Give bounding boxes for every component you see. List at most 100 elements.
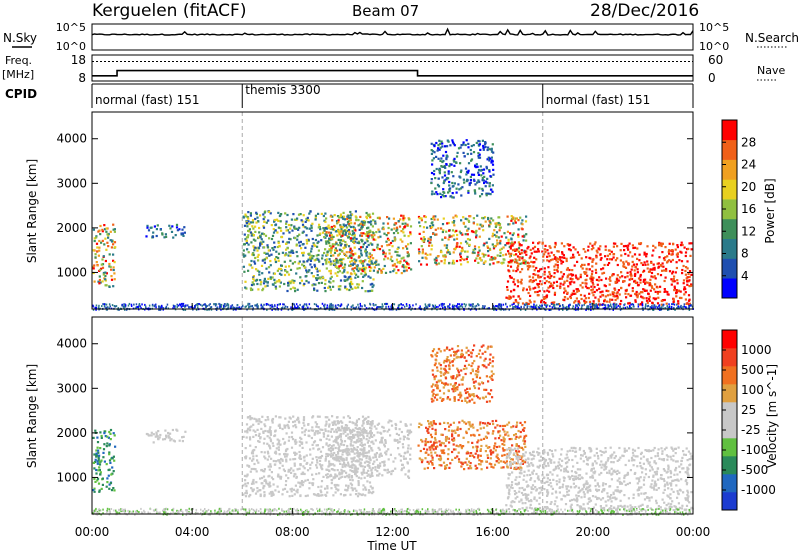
scatter-cell [434,233,437,236]
scatter-cell [242,243,246,246]
scatter-cell [509,232,512,235]
scatter-cell [424,215,427,219]
scatter-cell [585,300,588,304]
scatter-cell [322,435,325,438]
scatter-cell [562,254,565,257]
scatter-cell [294,457,297,461]
scatter-cell [176,229,179,232]
scatter-cell [93,239,96,243]
scatter-cell [334,475,337,478]
scatter-cell [403,457,406,460]
scatter-cell [371,282,374,285]
scatter-cell [249,264,252,267]
scatter-cell [595,304,597,307]
scatter-cell [463,258,466,261]
scatter-cell [106,442,109,445]
scatter-cell [333,464,336,467]
scatter-cell [481,252,484,255]
scatter-cell [341,471,344,474]
scatter-cell [108,483,111,486]
scatter-cell [307,423,310,426]
scatter-cell [480,174,483,177]
scatter-cell [93,280,96,283]
scatter-cell [252,283,255,286]
scatter-cell [407,235,410,238]
scatter-cell [253,279,256,282]
scatter-cell [263,484,266,488]
scatter-cell [111,240,114,243]
scatter-cell [553,304,556,306]
scatter-cell [164,233,167,236]
scatter-cell [282,303,284,306]
scatter-cell [686,267,689,270]
scatter-cell [455,155,459,158]
scatter-cell [433,145,436,148]
scatter-cell [686,283,689,286]
scatter-cell [368,461,371,464]
scatter-cell [258,432,261,435]
scatter-cell [482,144,485,148]
noise-right-tick-bottom: 10^0 [699,40,729,53]
scatter-cell [671,280,674,283]
scatter-cell [661,269,664,272]
scatter-cell [635,263,638,266]
scatter-cell [565,259,568,263]
scatter-cell [329,231,333,234]
scatter-cell [365,234,368,237]
scatter-cell [688,279,691,282]
scatter-cell [320,485,323,488]
scatter-cell [317,485,320,489]
scatter-cell [566,243,569,246]
scatter-cell [507,242,510,245]
scatter-cell [533,304,535,307]
scatter-cell [94,253,97,256]
scatter-cell [316,432,319,435]
scatter-cell [466,218,469,221]
scatter-cell [322,214,325,218]
scatter-cell [614,307,617,310]
scatter-cell [472,217,475,220]
scatter-cell [294,227,297,230]
scatter-cell [537,270,540,273]
scatter-cell [666,290,669,294]
scatter-cell [377,306,379,308]
scatter-cell [305,227,308,230]
scatter-cell [375,260,378,263]
scatter-cell [418,221,421,224]
scatter-cell [635,294,638,297]
scatter-cell [647,292,650,296]
scatter-cell [332,423,335,426]
scatter-cell [489,157,492,160]
scatter-cell [463,308,465,311]
scatter-cell [343,218,346,221]
scatter-cell [348,473,351,476]
scatter-cell [491,232,495,235]
scatter-cell [517,250,521,253]
scatter-cell [450,171,453,174]
scatter-cell [353,239,356,242]
scatter-cell [369,485,372,488]
scatter-cell [368,289,371,293]
scatter-cell [337,488,340,491]
scatter-cell [448,307,451,309]
scatter-cell [258,420,261,423]
scatter-cell [434,306,436,309]
scatter-cell [472,251,475,254]
scatter-cell [488,247,491,250]
scatter-cell [378,248,382,251]
scatter-cell [396,439,399,442]
scatter-cell [536,282,539,286]
scatter-cell [631,265,634,268]
scatter-cell [455,229,458,232]
scatter-cell [452,159,455,162]
scatter-cell [587,296,590,300]
scatter-cell [288,251,291,254]
scatter-cell [349,429,352,432]
scatter-cell [265,252,268,255]
scatter-cell [517,303,520,306]
scatter-cell [590,273,594,276]
scatter-cell [577,308,579,311]
scatter-cell [285,226,288,229]
scatter-cell [633,273,637,277]
scatter-cell [272,231,276,234]
